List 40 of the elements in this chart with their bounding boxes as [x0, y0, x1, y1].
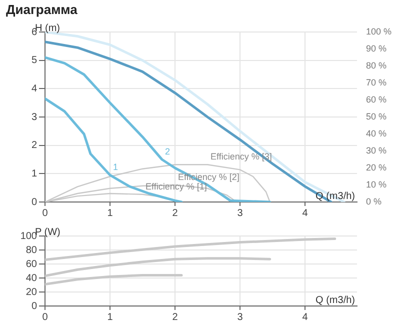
- y-axis-title: P (W): [35, 226, 60, 238]
- y-tick-label: 40: [26, 272, 38, 284]
- x-tick-label: 0: [42, 312, 48, 323]
- y-tick-label: 80: [26, 244, 38, 256]
- y2-tick-label: 100 %: [366, 26, 392, 36]
- x-tick-label: 1: [107, 208, 114, 219]
- y2-tick-label: 60 %: [366, 94, 387, 104]
- y-tick-label: 60: [26, 258, 38, 270]
- series-label: Efficiency % [1]: [146, 181, 207, 192]
- x-tick-label: 4: [302, 208, 308, 219]
- y2-tick-label: 80 %: [366, 60, 387, 70]
- y-tick-label: 3: [31, 112, 38, 123]
- x-tick-label: 3: [237, 208, 244, 219]
- y-tick-label: 0: [31, 196, 38, 208]
- y-tick-label: 5: [31, 55, 38, 66]
- y-axis-title: H (m): [35, 22, 60, 34]
- y-tick-label: 0: [31, 300, 38, 312]
- y2-tick-label: 70 %: [366, 77, 387, 88]
- y2-tick-label: 10 %: [366, 179, 387, 190]
- y-tick-label: 1: [31, 168, 38, 180]
- x-tick-label: 2: [172, 312, 178, 323]
- y2-tick-label: 50 %: [366, 111, 387, 122]
- x-tick-label: 0: [42, 208, 48, 219]
- x-tick-label: 4: [302, 312, 308, 323]
- y-tick-label: 2: [31, 140, 38, 152]
- x-tick-label: 3: [237, 312, 244, 323]
- y-tick-label: 4: [31, 83, 38, 94]
- series-label: 2: [165, 146, 170, 156]
- chart-title: Диаграмма: [6, 2, 78, 17]
- y2-tick-label: 0 %: [366, 196, 382, 206]
- x-axis-title: Q (m3/h): [316, 294, 355, 306]
- y2-tick-label: 30 %: [366, 145, 387, 156]
- y2-tick-label: 40 %: [366, 128, 387, 138]
- y2-tick-label: 90 %: [366, 43, 387, 54]
- series-label: 1: [113, 162, 118, 172]
- y-tick-label: 20: [26, 286, 38, 298]
- x-tick-label: 1: [107, 312, 114, 323]
- y2-tick-label: 20 %: [366, 162, 387, 172]
- y-tick-label: 6: [31, 26, 38, 38]
- x-tick-label: 2: [172, 208, 178, 219]
